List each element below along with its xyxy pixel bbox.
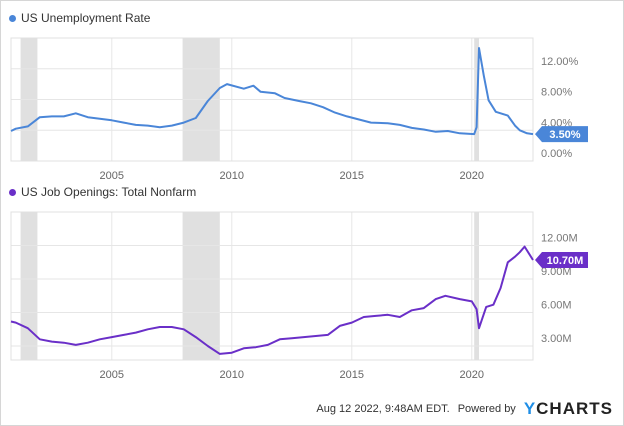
y-tick-label: 0.00%	[541, 148, 572, 160]
legend-unemployment: US Unemployment Rate	[9, 11, 150, 25]
legend-label: US Job Openings: Total Nonfarm	[21, 185, 197, 199]
x-tick-label: 2015	[340, 170, 364, 182]
x-tick-label: 2010	[220, 170, 244, 182]
last-value-label: 3.50%	[549, 129, 580, 141]
legend-dot-icon	[9, 14, 16, 22]
plot-frame	[10, 37, 534, 162]
last-value-badge	[535, 252, 588, 269]
legend-job-openings: US Job Openings: Total Nonfarm	[9, 185, 196, 199]
timestamp: Aug 12 2022, 9:48AM EDT.	[316, 403, 450, 415]
ycharts-logo: YCHARTS	[523, 399, 613, 418]
recession-band	[20, 212, 38, 360]
powered-by: Powered by	[457, 403, 516, 415]
series-line	[10, 47, 534, 136]
legend-label: US Unemployment Rate	[21, 11, 151, 25]
y-tick-label: 3.00M	[541, 333, 572, 345]
footer: Aug 12 2022, 9:48AM EDT. Powered by YCHA…	[316, 399, 613, 419]
y-tick-label: 8.00%	[541, 87, 572, 99]
panel-1: 3.00M 6.00M 9.00M 12.00M 2005 2010 2015 2020 10.…	[10, 211, 588, 381]
x-tick-label: 2010	[220, 369, 244, 381]
last-value-badge	[535, 126, 588, 143]
x-tick-label: 2005	[100, 369, 124, 381]
x-tick-label: 2015	[340, 369, 364, 381]
recession-band	[182, 212, 220, 360]
last-value-label: 10.70M	[547, 255, 584, 267]
recession-band	[474, 212, 479, 360]
x-tick-label: 2020	[460, 170, 484, 182]
panel-0: 0.00%4.00%8.00%12.00%2005 2010 2015 20203.5…	[10, 37, 588, 182]
y-tick-label: 9.00M	[541, 266, 572, 278]
x-tick-label: 2020	[460, 369, 484, 381]
x-tick-label: 2005	[100, 170, 124, 182]
y-tick-label: 6.00M	[541, 300, 572, 312]
legend-dot-icon	[9, 188, 16, 196]
series-line	[10, 245, 534, 355]
y-tick-label: 12.00%	[541, 56, 579, 68]
plot-frame	[10, 211, 534, 361]
y-tick-label: 12.00M	[541, 233, 578, 245]
